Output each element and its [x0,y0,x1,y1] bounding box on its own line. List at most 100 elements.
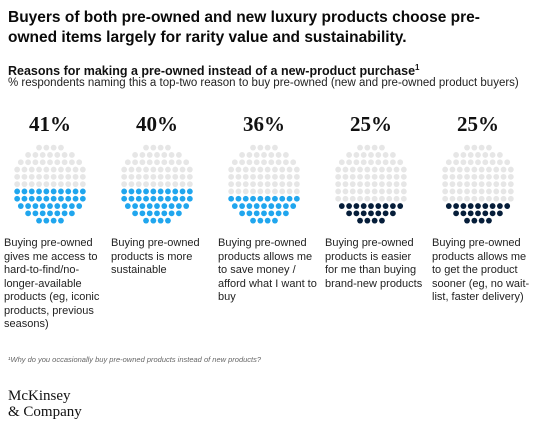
empty-dot [124,159,131,166]
empty-dot [172,181,179,188]
empty-dot [442,173,449,180]
empty-dot [79,181,86,188]
dot-circle [121,144,193,224]
empty-dot [154,159,160,166]
filled-dot [79,188,86,195]
empty-dot [132,159,138,166]
filled-dot [143,188,149,195]
filled-dot [25,203,31,209]
empty-dot [486,195,492,202]
chart-note: % respondents naming this a top-two reas… [8,77,519,89]
filled-dot [25,210,31,217]
empty-dot [65,181,72,188]
empty-dot [264,166,271,173]
logo-line-2: & Company [8,404,82,420]
empty-dot [456,188,463,195]
empty-dot [28,181,35,188]
filled-dot [464,217,470,224]
filled-dot [228,195,235,202]
empty-dot [61,159,68,166]
filled-dot [157,188,164,195]
empty-dot [279,181,286,188]
filled-dot [146,210,153,217]
empty-dot [58,181,64,188]
filled-dot [54,210,61,217]
filled-dot [353,210,360,217]
filled-dot [135,188,142,195]
percentage-label: 41% [29,112,71,136]
empty-dot [397,159,404,166]
empty-dot [65,166,72,173]
filled-dot [275,203,282,209]
empty-dot [486,144,492,151]
filled-dot [253,203,260,209]
filled-dot [475,203,481,209]
filled-dot [72,195,79,202]
empty-dot [121,173,128,180]
empty-dot [235,166,242,173]
empty-dot [342,195,349,202]
filled-dot [250,217,256,224]
filled-dot [293,195,300,202]
empty-dot [453,159,459,166]
empty-dot [250,166,256,173]
filled-dot [264,195,271,202]
empty-dot [507,166,514,173]
filled-dot [176,210,182,217]
empty-dot [157,181,164,188]
empty-dot [486,188,492,195]
filled-dot [467,203,474,209]
empty-dot [242,173,249,180]
empty-dot [486,181,492,188]
empty-dot [235,173,242,180]
filled-dot [43,188,50,195]
filled-dot [504,203,511,209]
empty-dot [186,181,193,188]
empty-dot [293,173,300,180]
empty-dot [453,152,459,158]
empty-dot [493,188,500,195]
filled-dot [39,203,46,209]
filled-dot [28,188,35,195]
empty-dot [449,195,456,202]
empty-dot [375,152,382,158]
empty-dot [121,181,128,188]
empty-dot [143,144,149,151]
percentage-label: 40% [136,112,178,136]
empty-dot [471,173,478,180]
filled-dot [139,203,146,209]
empty-dot [242,181,249,188]
filled-dot [65,195,72,202]
empty-dot [14,166,21,173]
empty-dot [364,144,371,151]
filled-dot [168,210,175,217]
empty-dot [486,166,492,173]
empty-dot [135,181,142,188]
empty-dot [449,173,456,180]
empty-dot [386,181,393,188]
empty-dot [375,159,382,166]
empty-dot [50,181,57,188]
empty-dot [475,152,481,158]
empty-dot [139,152,146,158]
filled-dot [154,203,160,209]
filled-dot [268,210,275,217]
filled-dot [65,188,72,195]
empty-dot [143,181,149,188]
filled-dot [17,203,24,209]
empty-dot [390,152,396,158]
empty-dot [58,166,64,173]
empty-dot [368,159,374,166]
empty-dot [43,144,50,151]
empty-dot [79,166,86,173]
filled-dot [47,203,53,209]
empty-dot [507,173,514,180]
empty-dot [143,166,149,173]
empty-dot [54,159,61,166]
empty-dot [36,166,42,173]
empty-dot [293,166,300,173]
empty-dot [32,152,39,158]
empty-dot [239,152,245,158]
reason-description: Buying pre-owned products allows me to s… [218,237,317,303]
filled-dot [58,217,64,224]
